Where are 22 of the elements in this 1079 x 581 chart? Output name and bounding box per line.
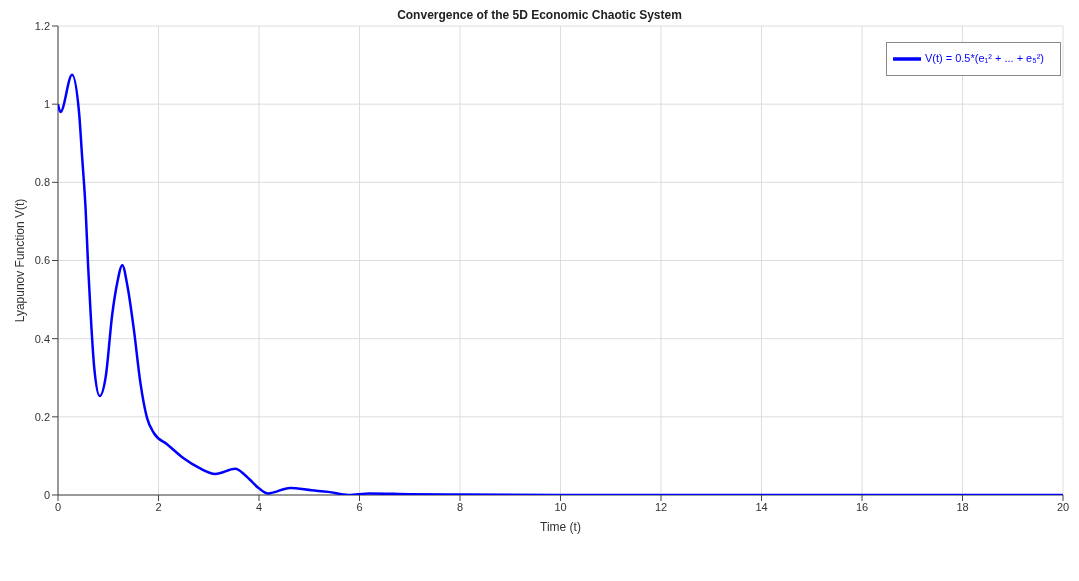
x-tick-label: 18 <box>956 500 969 513</box>
x-tick-label: 0 <box>54 500 62 513</box>
y-tick-label: 0.4 <box>34 332 50 345</box>
x-tick-label: 20 <box>1056 500 1070 513</box>
x-tick-label: 14 <box>755 500 768 513</box>
y-tick-label: 0.2 <box>34 410 50 423</box>
x-tick-label: 6 <box>356 500 363 513</box>
x-tick-label: 8 <box>456 500 464 513</box>
x-tick-label: 10 <box>554 500 567 513</box>
chart-title: Convergence of the 5D Economic Chaotic System <box>397 8 682 22</box>
x-tick-label: 4 <box>255 500 263 513</box>
y-tick-label: 0.6 <box>34 254 50 267</box>
x-axis-title: Time (t) <box>540 520 581 534</box>
x-tick-label: 2 <box>155 500 162 513</box>
x-tick-label: 16 <box>855 500 869 513</box>
y-axis-title: Lyapunov Function V(t) <box>13 198 28 323</box>
x-tick-label: 12 <box>654 500 668 513</box>
y-tick-label: 1 <box>43 98 50 111</box>
y-tick-label: 0.8 <box>34 176 50 189</box>
legend-label: V(t) = 0.5*(e₁² + ... + e₅²) <box>924 51 1044 64</box>
y-tick-label: 1.2 <box>34 19 50 32</box>
y-tick-label: 0 <box>43 488 50 501</box>
